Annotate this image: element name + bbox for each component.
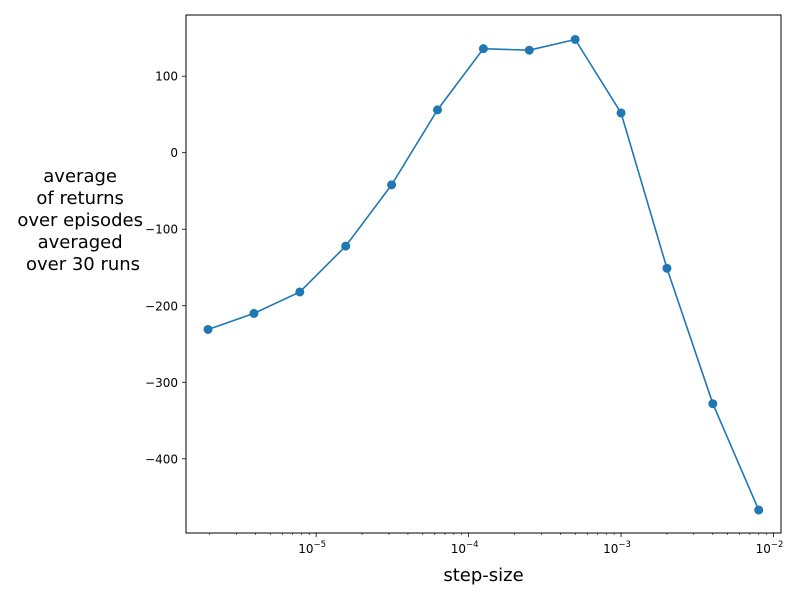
plot-series	[203, 34, 764, 515]
x-tick-label: 10−4	[451, 540, 479, 556]
x-tick-label: 10−3	[603, 540, 631, 556]
data-point	[708, 399, 718, 409]
x-tick-label: 10−2	[756, 540, 784, 556]
x-axis-ticks: 10−5 10−4 10−3 10−2	[209, 533, 784, 556]
data-point	[249, 308, 259, 318]
y-tick-label: −300	[145, 376, 178, 390]
y-axis-label-line: over 30 runs	[26, 254, 140, 275]
y-axis-ticks: 100 0 −100 −200 −300 −400	[145, 70, 186, 466]
data-point	[616, 108, 626, 118]
x-tick-label: 10−5	[298, 540, 326, 556]
y-axis-label: average of returns over episodes average…	[17, 166, 148, 275]
plot-frame	[185, 14, 782, 534]
data-point	[478, 44, 488, 54]
y-axis-label-line: averaged	[38, 232, 123, 253]
data-point	[432, 105, 442, 115]
data-point	[662, 263, 672, 273]
data-point	[341, 241, 351, 251]
y-axis-label-line: over episodes	[17, 210, 143, 231]
data-point	[203, 324, 213, 334]
y-tick-label: −200	[145, 299, 178, 313]
y-tick-label: 0	[170, 146, 178, 160]
data-point	[387, 180, 397, 190]
y-tick-label: −400	[145, 452, 178, 466]
data-point	[570, 34, 580, 44]
data-point	[754, 505, 764, 515]
y-tick-label: 100	[155, 70, 178, 84]
y-axis-label-line: average	[43, 166, 117, 187]
y-axis-label-line: of returns	[36, 188, 124, 209]
data-point	[295, 287, 305, 297]
data-point	[524, 45, 534, 55]
y-tick-label: −100	[145, 223, 178, 237]
x-axis-label: step-size	[443, 565, 523, 586]
